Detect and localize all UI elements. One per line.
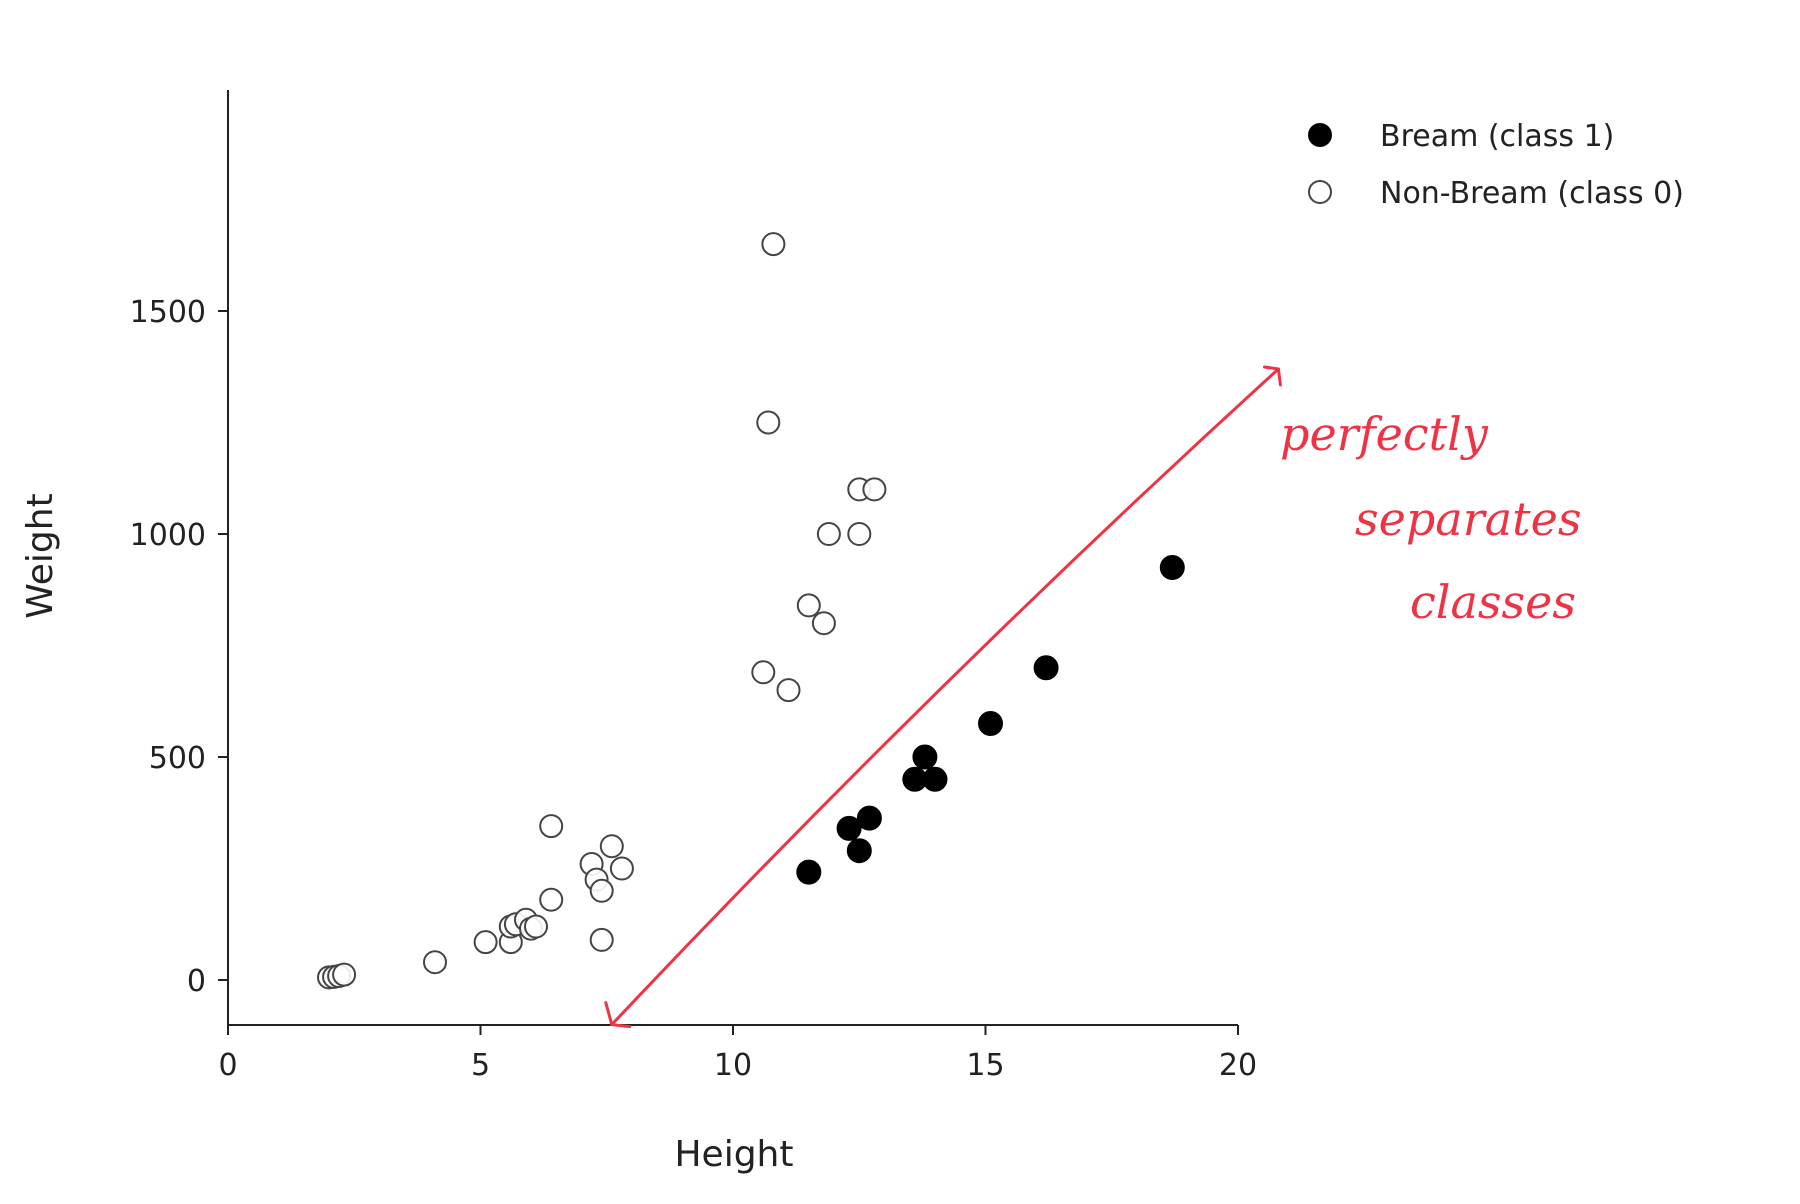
non-bream-point [776, 678, 801, 703]
axes: 0 5 10 15 20 0 500 1000 1500 [130, 90, 1257, 1083]
non-bream-point [589, 878, 614, 903]
y-tick-label: 0 [187, 964, 206, 999]
annotation-arrow [610, 367, 1280, 1027]
non-bream-point [816, 522, 841, 546]
non-bream-point [761, 232, 786, 257]
non-bream-point [796, 593, 821, 618]
bream-point [856, 805, 882, 831]
annotation-line-2: separates [1355, 492, 1581, 546]
bream-point [846, 838, 872, 864]
non-bream-point [862, 477, 887, 502]
annotation-arrowhead-start [604, 1001, 632, 1029]
y-tick-label: 1500 [130, 295, 206, 330]
non-bream-point [599, 834, 624, 859]
non-bream-point [539, 814, 564, 839]
bream-point [836, 815, 862, 841]
y-tick-label: 500 [149, 741, 206, 776]
non-bream-point [423, 950, 447, 975]
x-axis-title: Height [674, 1134, 793, 1175]
non-bream-point [811, 611, 836, 636]
non-bream-point [589, 927, 614, 952]
non-bream-point [524, 914, 548, 939]
bream-point [912, 744, 938, 770]
bream-point [1033, 655, 1059, 681]
annotation: perfectly separates classes [604, 365, 1581, 1029]
non-bream-point [751, 660, 776, 685]
x-tick-label: 0 [218, 1048, 237, 1083]
x-tick-label: 5 [471, 1048, 490, 1083]
bream-point [922, 766, 948, 792]
bream-point [978, 711, 1003, 736]
bream-point [1159, 555, 1185, 580]
legend-marker-bream [1308, 123, 1332, 147]
non-bream-point [847, 522, 872, 546]
legend: Bream (class 1) Non-Bream (class 0) [1308, 119, 1684, 211]
legend-marker-non-bream [1308, 180, 1332, 204]
annotation-line-1: perfectly [1280, 407, 1489, 461]
non-bream-point [609, 856, 634, 881]
x-tick-label: 20 [1219, 1048, 1257, 1083]
legend-label-bream: Bream (class 1) [1380, 119, 1614, 154]
y-tick-label: 1000 [130, 518, 206, 553]
x-tick-label: 15 [966, 1048, 1004, 1083]
bream-point [796, 859, 822, 885]
annotation-arrowhead-end [1262, 365, 1282, 387]
annotation-line-3: classes [1410, 575, 1576, 629]
y-axis-title: Weight [20, 493, 61, 618]
non-bream-point [473, 930, 498, 955]
non-bream-point [332, 962, 357, 987]
non-bream-point [539, 887, 564, 912]
x-tick-label: 10 [714, 1048, 752, 1083]
data-points [317, 232, 1185, 990]
legend-label-non-bream: Non-Bream (class 0) [1380, 176, 1684, 211]
non-bream-point [756, 410, 781, 435]
